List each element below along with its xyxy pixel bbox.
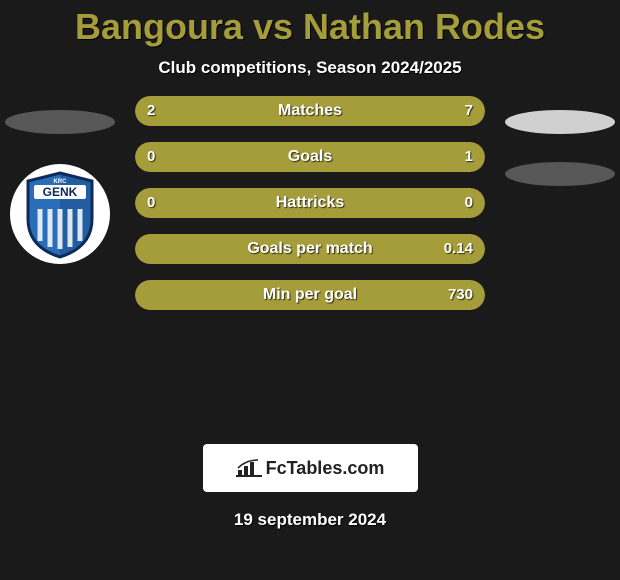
brand-logo[interactable]: FcTables.com (203, 444, 418, 492)
stat-row: Min per goal730 (135, 280, 485, 310)
stat-label: Matches (135, 96, 485, 126)
badge-club-text: GENK (43, 185, 78, 199)
stat-row: Goals0 1 (135, 142, 485, 172)
stat-label: Hattricks (135, 188, 485, 218)
page-title: Bangoura vs Nathan Rodes (0, 0, 620, 48)
player-name-oval (5, 110, 115, 134)
stat-row: Goals per match0.14 (135, 234, 485, 264)
stat-value-left: 0 (147, 142, 155, 172)
stat-value-right: 0 (465, 188, 473, 218)
comparison-content: GENK KRC Matches27Goals01Hattricks00Goal… (0, 96, 620, 436)
stat-value-right: 1 (465, 142, 473, 172)
stat-value-right: 0.14 (444, 234, 473, 264)
brand-name: FcTables.com (266, 458, 385, 479)
genk-shield-icon: GENK KRC (20, 169, 100, 259)
club-badge-left: GENK KRC (10, 164, 110, 264)
right-player-column (500, 96, 620, 186)
svg-text:KRC: KRC (54, 179, 68, 185)
stat-value-right: 7 (465, 96, 473, 126)
left-player-column: GENK KRC (0, 96, 120, 264)
player-name-oval (505, 110, 615, 134)
stat-value-left: 2 (147, 96, 155, 126)
stat-value-left: 0 (147, 188, 155, 218)
stat-value-right: 730 (448, 280, 473, 310)
stat-label: Goals per match (135, 234, 485, 264)
subtitle: Club competitions, Season 2024/2025 (0, 58, 620, 78)
club-name-oval (505, 162, 615, 186)
stats-bars: Matches27Goals01Hattricks00Goals per mat… (135, 96, 485, 326)
stat-label: Goals (135, 142, 485, 172)
stat-row: Matches2 7 (135, 96, 485, 126)
stat-label: Min per goal (135, 280, 485, 310)
stat-row: Hattricks0 0 (135, 188, 485, 218)
bar-chart-icon (236, 458, 262, 478)
date-label: 19 september 2024 (0, 510, 620, 530)
